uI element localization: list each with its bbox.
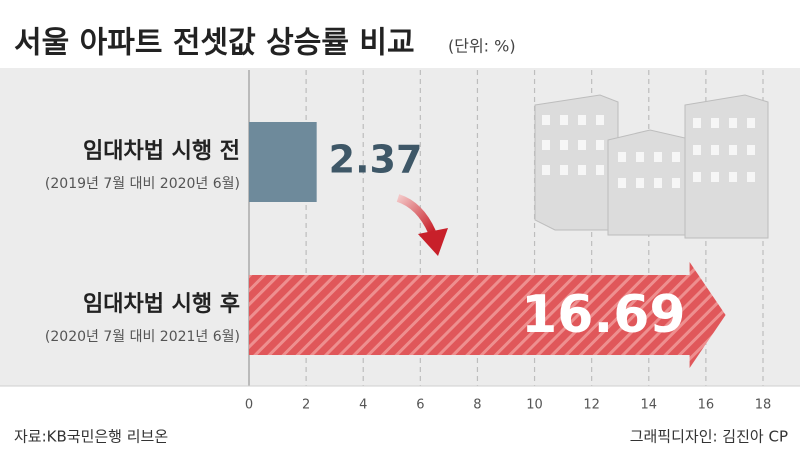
credit: 그래픽디자인: 김진아 CP [630,428,788,446]
x-tick-label: 4 [359,398,367,413]
x-tick-label: 16 [698,398,715,413]
x-tick-label: 14 [641,398,658,413]
x-tick-label: 0 [245,398,253,413]
value-label: 16.69 [521,285,685,345]
category-note: (2020년 7월 대비 2021년 6월) [45,329,240,345]
chart-title: 서울 아파트 전셋값 상승률 비교 [14,26,415,61]
x-tick-label: 10 [526,398,543,413]
x-tick-label: 2 [302,398,310,413]
source: 자료:KB국민은행 리브온 [14,428,168,446]
buildings [534,94,769,239]
bar [249,122,317,202]
unit-note: (단위: %) [448,37,516,56]
x-tick-label: 12 [583,398,600,413]
category-label: 임대차법 시행 후 [83,292,240,317]
bar [249,262,726,368]
x-tick-label: 18 [755,398,772,413]
curved-arrow [396,194,448,256]
category-note: (2019년 7월 대비 2020년 6월) [45,176,240,192]
x-tick-label: 6 [416,398,424,413]
x-tick-label: 8 [473,398,481,413]
category-label: 임대차법 시행 전 [83,139,240,164]
value-label: 2.37 [329,138,423,182]
